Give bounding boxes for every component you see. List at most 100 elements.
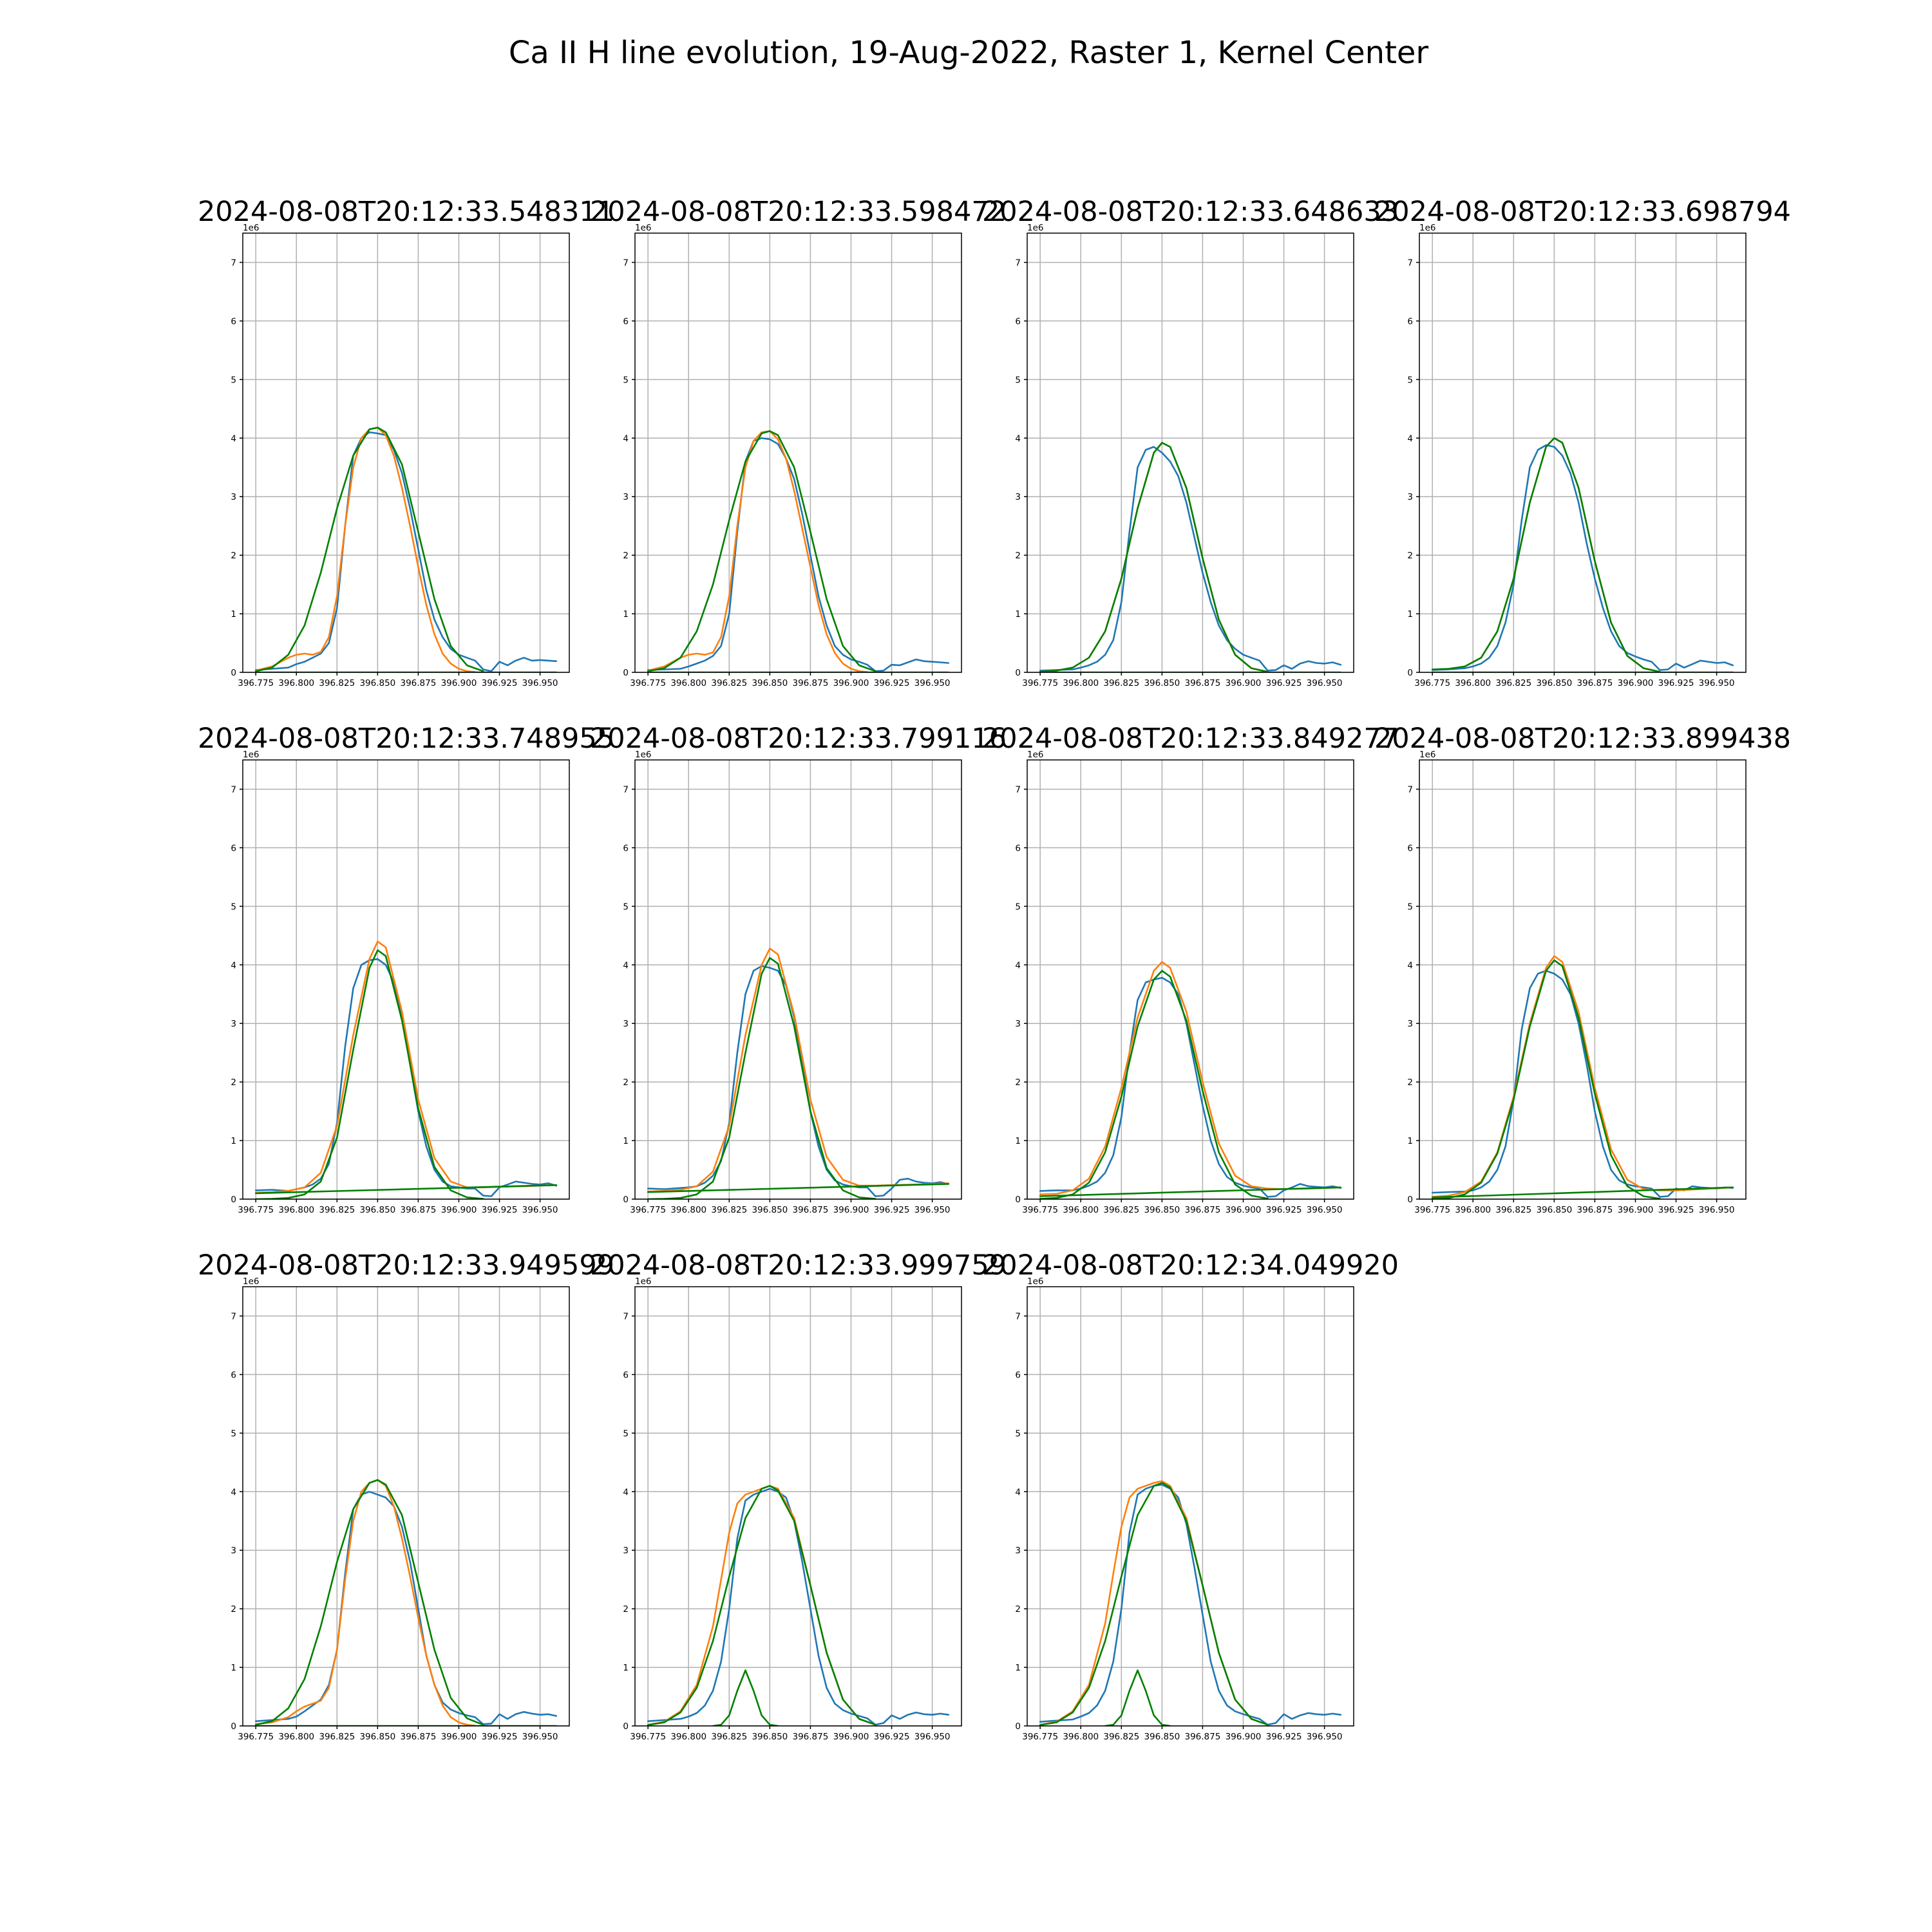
fit-component-line <box>647 1484 876 1726</box>
y-tick-label: 5 <box>623 902 629 912</box>
x-tick-label: 396.850 <box>1536 1205 1572 1215</box>
total-fit-line <box>254 940 558 1194</box>
axes-frame <box>634 1286 962 1727</box>
x-tick-label: 396.875 <box>401 1205 437 1215</box>
observed-spectrum-line <box>1039 446 1342 672</box>
x-tick-label: 396.800 <box>670 678 706 688</box>
x-tick-label: 396.875 <box>1185 1205 1221 1215</box>
fit-component-line <box>254 1184 558 1195</box>
series-group <box>647 947 950 1199</box>
x-tick-label: 396.800 <box>670 1205 706 1215</box>
grid-lines <box>1027 233 1354 673</box>
x-tick-label: 396.875 <box>401 678 437 688</box>
x-tick-label: 396.825 <box>711 678 747 688</box>
x-tick-label: 396.925 <box>1658 678 1694 688</box>
axes-frame <box>1027 759 1354 1200</box>
x-tick-label: 396.900 <box>441 1205 477 1215</box>
figure-suptitle: Ca II H line evolution, 19-Aug-2022, Ras… <box>509 35 1429 71</box>
fit-component-line <box>254 426 484 672</box>
grid-lines <box>635 233 961 673</box>
total-fit-line <box>1431 955 1734 1198</box>
subplot-panel: 2024-08-08T20:12:33.698794 396.775 396.800… <box>1374 196 1791 688</box>
total-fit-line <box>1039 442 1269 672</box>
y-tick-label: 4 <box>623 433 629 444</box>
x-tick-label: 396.875 <box>1185 678 1221 688</box>
series-group <box>1039 1480 1342 1726</box>
y-axis-offset-label: 1e6 <box>635 1276 651 1287</box>
y-tick-label: 2 <box>1407 1077 1413 1088</box>
x-tick-label: 396.850 <box>359 1205 395 1215</box>
x-tick-label: 396.925 <box>1266 1732 1302 1742</box>
x-tick-label: 396.950 <box>522 1205 558 1215</box>
grid-lines <box>1419 760 1746 1200</box>
y-tick-label: 0 <box>623 668 629 678</box>
y-axis-offset-label: 1e6 <box>1027 750 1043 760</box>
fit-component-line <box>647 430 876 672</box>
series-group <box>254 940 558 1199</box>
total-fit-line <box>254 1479 476 1726</box>
series-group <box>1431 437 1734 672</box>
y-tick-label: 0 <box>623 1195 629 1205</box>
x-tick-label: 396.900 <box>833 1732 869 1742</box>
total-fit-line <box>1039 1480 1269 1726</box>
y-tick-label: 4 <box>231 433 236 444</box>
x-tick-label: 396.850 <box>752 1732 788 1742</box>
x-tick-label: 396.850 <box>359 1732 395 1742</box>
x-tick-label: 396.875 <box>793 1205 829 1215</box>
y-tick-label: 4 <box>1015 1487 1021 1497</box>
x-tick-label: 396.775 <box>630 1205 666 1215</box>
y-tick-label: 7 <box>1407 258 1413 268</box>
grid-lines <box>1419 233 1746 673</box>
total-fit-line <box>1039 961 1342 1195</box>
y-tick-label: 4 <box>231 1487 236 1497</box>
y-tick-label: 7 <box>231 258 236 268</box>
y-tick-label: 4 <box>231 960 236 971</box>
y-axis-offset-label: 1e6 <box>243 223 259 233</box>
axes-frame <box>1419 759 1747 1200</box>
y-axis-offset-label: 1e6 <box>243 1276 259 1287</box>
y-tick-label: 3 <box>1015 1019 1021 1029</box>
y-tick-label: 3 <box>231 1546 236 1556</box>
x-tick-label: 396.800 <box>1063 1205 1099 1215</box>
y-tick-label: 5 <box>623 1428 629 1439</box>
subplot-title: 2024-08-08T20:12:33.698794 <box>1374 196 1791 228</box>
x-tick-label: 396.950 <box>914 1732 951 1742</box>
subplot-panel: 2024-08-08T20:12:33.999759 396.775 396.800… <box>590 1249 1007 1742</box>
x-tick-label: 396.900 <box>1618 678 1654 688</box>
x-tick-label: 396.775 <box>630 678 666 688</box>
y-tick-label: 7 <box>1015 258 1021 268</box>
y-tick-label: 0 <box>231 1195 236 1205</box>
grid-lines <box>243 1287 569 1727</box>
axes-frame <box>1027 232 1354 673</box>
fit-component-line <box>1431 959 1661 1199</box>
x-tick-label: 396.825 <box>319 1732 355 1742</box>
y-tick-label: 6 <box>623 1370 629 1380</box>
y-tick-label: 5 <box>231 902 236 912</box>
axes-frame <box>1419 232 1747 673</box>
y-tick-label: 2 <box>1015 551 1021 561</box>
y-tick-label: 0 <box>623 1721 629 1732</box>
x-tick-label: 396.825 <box>1495 678 1531 688</box>
y-tick-label: 1 <box>623 609 629 620</box>
y-tick-label: 0 <box>1015 668 1021 678</box>
x-tick-label: 396.800 <box>1063 678 1099 688</box>
y-tick-label: 2 <box>231 1077 236 1088</box>
y-axis-offset-label: 1e6 <box>635 750 651 760</box>
y-tick-label: 6 <box>623 843 629 853</box>
observed-spectrum-line <box>254 1491 558 1725</box>
fit-component-line <box>1039 970 1269 1199</box>
x-tick-label: 396.875 <box>401 1732 437 1742</box>
y-tick-label: 1 <box>1015 1663 1021 1673</box>
series-group <box>1431 955 1734 1199</box>
y-tick-label: 1 <box>623 1663 629 1673</box>
y-tick-label: 1 <box>231 1663 236 1673</box>
y-tick-label: 2 <box>623 551 629 561</box>
y-tick-label: 5 <box>231 375 236 385</box>
fit-component-line <box>1431 1186 1734 1198</box>
y-tick-label: 4 <box>1407 960 1413 971</box>
axes-frame <box>634 759 962 1200</box>
x-tick-label: 396.925 <box>1266 1205 1302 1215</box>
y-tick-label: 4 <box>1407 433 1413 444</box>
observed-spectrum-line <box>647 965 950 1197</box>
y-tick-label: 7 <box>623 258 629 268</box>
